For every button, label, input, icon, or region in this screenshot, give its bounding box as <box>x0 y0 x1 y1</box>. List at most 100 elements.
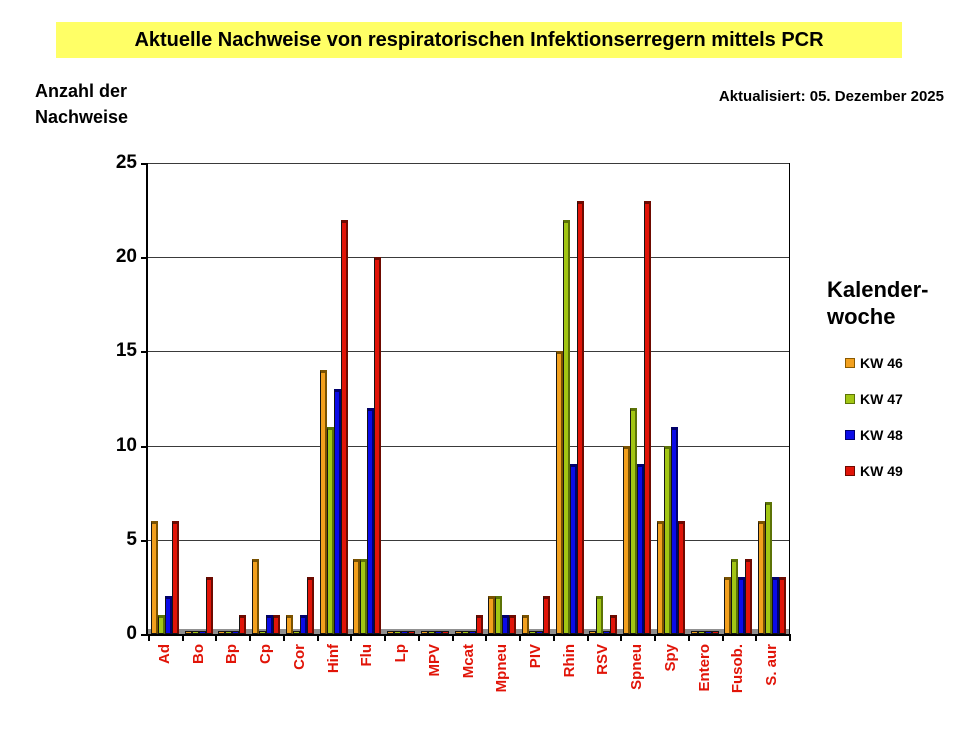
x-label-spneu: Spneu <box>628 644 645 690</box>
x-tick-4 <box>283 634 285 641</box>
x-label-saur: S. aur <box>763 644 780 686</box>
x-tick-12 <box>553 634 555 641</box>
y-tick-label-10: 10 <box>115 435 137 456</box>
x-tick-16 <box>688 634 690 641</box>
gridline-10 <box>148 446 789 447</box>
gridline-5 <box>148 540 789 541</box>
y-tick-25 <box>141 163 148 165</box>
bar-flu-kw47 <box>360 559 367 634</box>
gridline-20 <box>148 257 789 258</box>
x-tick-13 <box>587 634 589 641</box>
bar-mcat-kw46 <box>455 631 462 634</box>
legend-swatch-kw49 <box>845 466 855 476</box>
bar-mpv-kw46 <box>421 631 428 634</box>
bar-entero-kw47 <box>698 631 705 634</box>
x-tick-end <box>789 634 791 641</box>
y-tick-5 <box>141 540 148 542</box>
bar-mpv-kw47 <box>428 631 435 634</box>
bar-rsv-kw47 <box>596 596 603 634</box>
legend-swatch-kw47 <box>845 394 855 404</box>
bar-fusob-kw47 <box>731 559 738 634</box>
x-label-bo: Bo <box>190 644 207 664</box>
bar-spy-kw49 <box>678 521 685 634</box>
x-tick-8 <box>418 634 420 641</box>
bar-bo-kw48 <box>199 631 206 634</box>
legend-item-kw46: KW 46 <box>845 353 903 373</box>
x-label-fusob: Fusob. <box>729 644 746 694</box>
x-tick-15 <box>654 634 656 641</box>
bar-hinf-kw48 <box>334 389 341 634</box>
plot-right-border <box>789 163 790 634</box>
x-label-lp: Lp <box>392 644 409 663</box>
chart-title: Aktuelle Nachweise von respiratorischen … <box>56 22 902 58</box>
bar-saur-kw48 <box>772 577 779 634</box>
bar-spy-kw47 <box>664 446 671 634</box>
legend-title: Kalender- woche <box>827 276 928 330</box>
bar-rhin-kw49 <box>577 201 584 634</box>
x-label-rhin: Rhin <box>561 644 578 678</box>
x-tick-10 <box>485 634 487 641</box>
bar-mpneu-kw46 <box>488 596 495 634</box>
legend-item-kw47: KW 47 <box>845 389 903 409</box>
bar-spneu-kw49 <box>644 201 651 634</box>
bar-mcat-kw48 <box>469 631 476 634</box>
x-label-ad: Ad <box>156 644 173 664</box>
x-label-mpv: MPV <box>426 644 443 677</box>
bar-mpneu-kw49 <box>509 615 516 634</box>
y-tick-label-5: 5 <box>126 529 137 550</box>
bar-spy-kw46 <box>657 521 664 634</box>
legend-title-line2: woche <box>827 304 896 329</box>
legend-title-line1: Kalender- <box>827 277 929 302</box>
bar-rsv-kw49 <box>610 615 617 634</box>
bar-cor-kw48 <box>300 615 307 634</box>
x-label-cp: Cp <box>257 644 274 664</box>
bar-spneu-kw46 <box>623 446 630 634</box>
bar-piv-kw49 <box>543 596 550 634</box>
x-tick-14 <box>620 634 622 641</box>
x-tick-2 <box>215 634 217 641</box>
bar-fusob-kw46 <box>724 577 731 634</box>
x-tick-7 <box>384 634 386 641</box>
bar-saur-kw49 <box>779 577 786 634</box>
bar-rsv-kw46 <box>589 631 596 634</box>
legend-label: KW 46 <box>860 355 903 371</box>
bar-ad-kw49 <box>172 521 179 634</box>
x-label-rsv: RSV <box>594 644 611 675</box>
bar-lp-kw46 <box>387 631 394 634</box>
bar-rsv-kw48 <box>603 631 610 634</box>
y-tick-20 <box>141 257 148 259</box>
bar-cp-kw47 <box>259 631 266 634</box>
bar-hinf-kw46 <box>320 370 327 634</box>
bar-piv-kw48 <box>536 631 543 634</box>
y-axis-title-line2: Nachweise <box>35 107 129 127</box>
bar-lp-kw47 <box>394 631 401 634</box>
gridline-25 <box>148 163 789 164</box>
bar-fusob-kw49 <box>745 559 752 634</box>
bar-cor-kw49 <box>307 577 314 634</box>
x-tick-5 <box>317 634 319 641</box>
legend-swatch-kw48 <box>845 430 855 440</box>
bar-hinf-kw49 <box>341 220 348 634</box>
y-tick-15 <box>141 351 148 353</box>
bar-cor-kw47 <box>293 631 300 634</box>
legend-item-kw49: KW 49 <box>845 461 903 481</box>
bar-spneu-kw47 <box>630 408 637 634</box>
bar-flu-kw46 <box>353 559 360 634</box>
legend-label: KW 47 <box>860 391 903 407</box>
x-label-entero: Entero <box>696 644 713 692</box>
x-tick-11 <box>519 634 521 641</box>
bar-rhin-kw46 <box>556 351 563 634</box>
bar-saur-kw46 <box>758 521 765 634</box>
x-label-piv: PIV <box>527 644 544 669</box>
bar-mcat-kw47 <box>462 631 469 634</box>
bar-spneu-kw48 <box>637 464 644 634</box>
bar-bp-kw47 <box>225 631 232 634</box>
x-label-hinf: Hinf <box>325 644 342 674</box>
y-tick-label-0: 0 <box>126 623 137 644</box>
legend-swatch-kw46 <box>845 358 855 368</box>
bar-ad-kw47 <box>158 615 165 634</box>
bar-lp-kw48 <box>401 631 408 634</box>
x-tick-17 <box>722 634 724 641</box>
x-tick-1 <box>182 634 184 641</box>
bar-cp-kw48 <box>266 615 273 634</box>
